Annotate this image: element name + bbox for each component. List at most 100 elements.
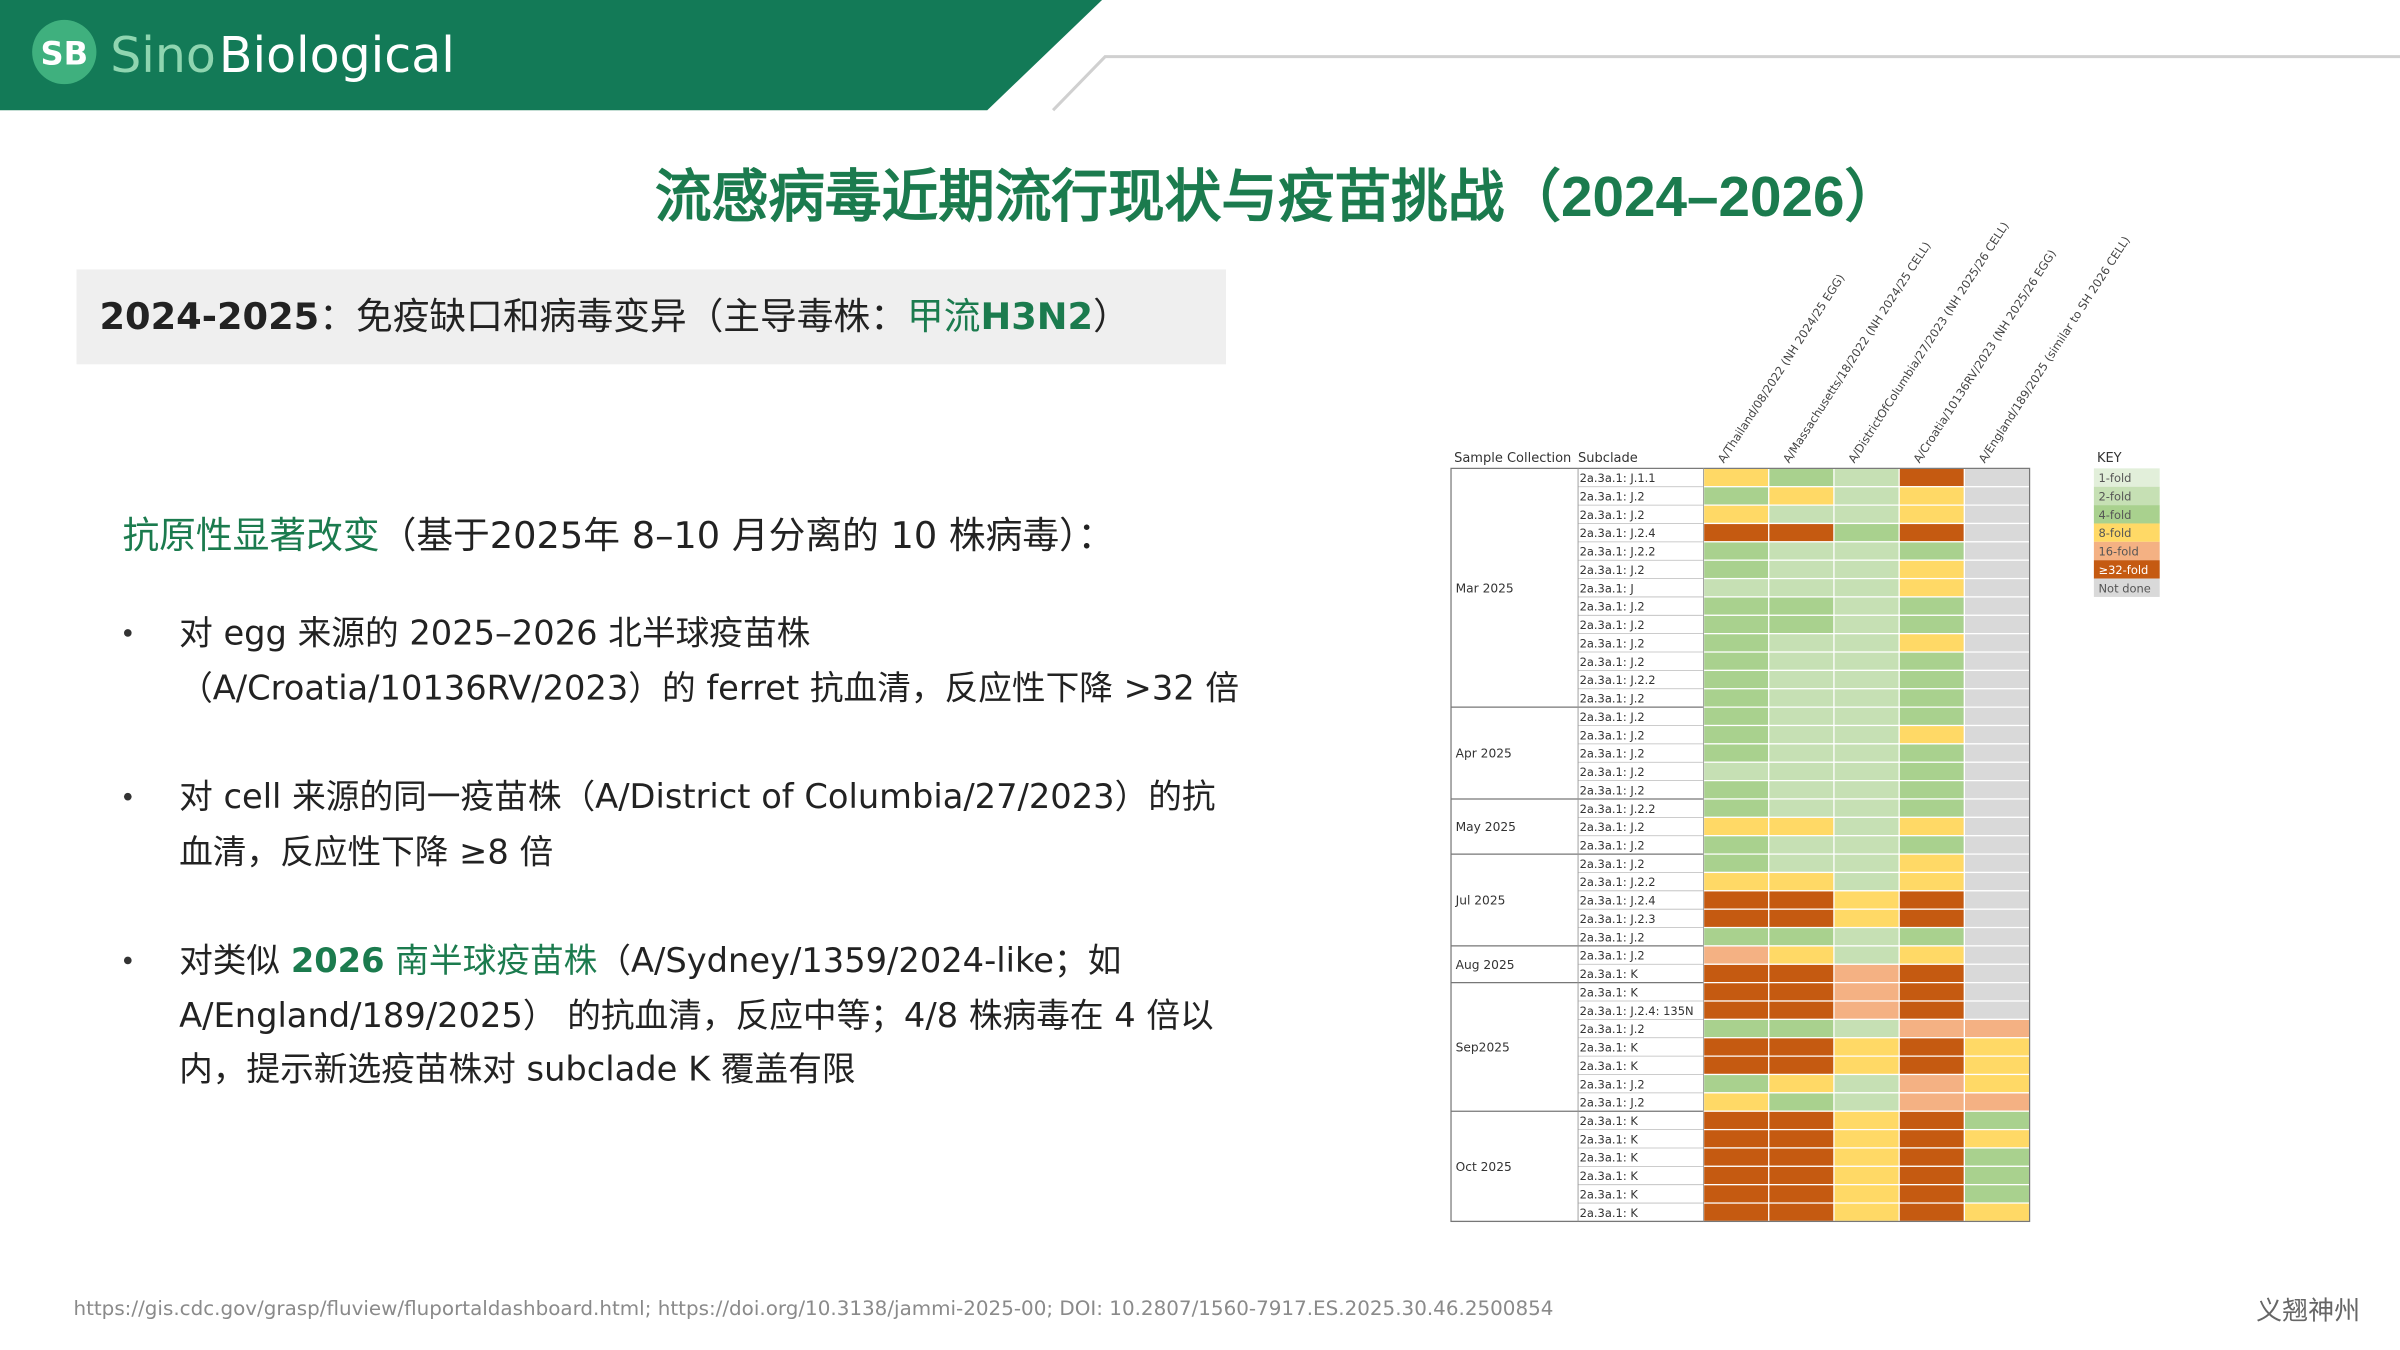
heat-cell	[1963, 743, 2031, 763]
collection-label: Aug 2025	[1456, 958, 1515, 972]
heat-cell	[1833, 1202, 1900, 1223]
text-segment: 对类似	[179, 942, 291, 982]
key-swatch	[2093, 578, 2160, 597]
subclade-label: 2a.3a.1: K	[1580, 1151, 1639, 1165]
heat-cell	[1963, 908, 2031, 929]
heat-cell	[1768, 871, 1835, 892]
heat-cell	[1898, 816, 1965, 837]
header-sample: Sample Collection	[1454, 451, 1571, 466]
heat-cell	[1768, 486, 1835, 506]
text-segment: 2026	[290, 942, 385, 982]
heat-cell	[1833, 853, 1900, 874]
heat-cell	[1702, 926, 1770, 947]
heat-cell	[1768, 688, 1835, 708]
subclade-label: 2a.3a.1: J.2	[1580, 636, 1645, 650]
heat-cell	[1833, 633, 1900, 653]
section-banner: 2024-2025：免疫缺口和病毒变异（主导毒株：甲流H3N2）	[76, 269, 1227, 365]
heat-cell	[1898, 651, 1965, 672]
heat-cell	[1702, 467, 1770, 488]
heat-cell	[1702, 761, 1770, 782]
subclade-label: 2a.3a.1: J.2	[1580, 857, 1645, 871]
heat-cell	[1898, 1055, 1965, 1076]
heat-cell	[1898, 926, 1965, 947]
heat-cell	[1898, 908, 1965, 929]
heat-cell	[1768, 1055, 1835, 1076]
subclade-label: 2a.3a.1: J.2.4: 135N	[1580, 1004, 1694, 1018]
heat-cell	[1768, 1000, 1835, 1020]
heat-cell	[1702, 688, 1770, 708]
heat-cell	[1702, 1055, 1770, 1076]
key-label: 1-fold	[2098, 471, 2131, 485]
heat-cell	[1702, 577, 1770, 598]
heat-cell	[1833, 779, 1900, 800]
text-segment: 对 egg 来源的 2025–2026 北半球疫苗株	[179, 615, 811, 654]
subclade-label: 2a.3a.1: J.2.4	[1580, 894, 1656, 908]
heat-cell	[1833, 541, 1900, 561]
column-label: A/England/189/2025 (similar to SH 2026 C…	[1976, 234, 2133, 466]
heat-cell	[1963, 651, 2031, 672]
footer-brand: 义翘神州	[2256, 1296, 2361, 1328]
heat-cell	[1702, 1000, 1770, 1020]
heat-cell	[1768, 1092, 1835, 1112]
column-label: A/Croatia/10136RV/2023 (NH 2025/26 EGG)	[1910, 247, 2059, 465]
heat-cell	[1768, 890, 1835, 910]
heat-cell	[1963, 706, 2031, 727]
heat-cell	[1963, 1055, 2031, 1076]
text-segment: ）	[1093, 295, 1130, 339]
heat-cell	[1768, 835, 1835, 855]
heat-cell	[1833, 596, 1900, 616]
heat-cell	[1898, 541, 1965, 561]
heat-cell	[1833, 1055, 1900, 1076]
key-swatch	[2093, 486, 2160, 506]
subclade-label: 2a.3a.1: K	[1580, 1059, 1639, 1073]
heat-cell	[1898, 871, 1965, 892]
heat-cell	[1702, 1184, 1770, 1204]
key-label: ≥32-fold	[2098, 563, 2148, 577]
collection-label: Apr 2025	[1456, 747, 1512, 761]
heat-cell	[1768, 743, 1835, 763]
subclade-label: 2a.3a.1: J.2	[1580, 838, 1645, 852]
subclade-label: 2a.3a.1: J.2.4	[1580, 526, 1656, 540]
heat-cell	[1963, 1202, 2031, 1223]
heat-cell	[1833, 1018, 1900, 1039]
heat-cell	[1898, 1073, 1965, 1094]
heat-cell	[1898, 1018, 1965, 1039]
heat-cell	[1898, 559, 1965, 580]
heat-cell	[1768, 926, 1835, 947]
subclade-label: 2a.3a.1: J.2.2	[1580, 875, 1656, 889]
key-label: 8-fold	[2098, 526, 2131, 540]
heat-cell	[1898, 1184, 1965, 1204]
heat-cell	[1963, 926, 2031, 947]
heat-cell	[1702, 1128, 1770, 1149]
text-segment: 甲流	[906, 295, 981, 339]
heat-cell	[1898, 596, 1965, 616]
subclade-label: 2a.3a.1: J	[1580, 581, 1634, 595]
heat-cell	[1833, 486, 1900, 506]
heat-cell	[1833, 798, 1900, 818]
heat-cell	[1768, 1184, 1835, 1204]
heat-cell	[1963, 614, 2031, 635]
heat-cell	[1963, 633, 2031, 653]
heat-cell	[1898, 688, 1965, 708]
collection-label: Mar 2025	[1456, 581, 1514, 595]
heat-cell	[1898, 945, 1965, 965]
heat-cell	[1898, 853, 1965, 874]
heat-cell	[1898, 890, 1965, 910]
heat-cell	[1768, 779, 1835, 800]
heat-cell	[1768, 577, 1835, 598]
heat-cell	[1768, 596, 1835, 616]
subclade-label: 2a.3a.1: J.2	[1580, 930, 1645, 944]
heat-cell	[1963, 982, 2031, 1002]
heat-cell	[1963, 724, 2031, 745]
heat-cell	[1768, 1018, 1835, 1039]
heat-cell	[1833, 651, 1900, 672]
heat-cell	[1768, 963, 1835, 984]
header-band: SB Sino Biological	[0, 0, 2400, 112]
heat-cell	[1898, 761, 1965, 782]
heat-cell	[1963, 761, 2031, 782]
heat-cell	[1963, 577, 2031, 598]
heat-cell	[1702, 633, 1770, 653]
heat-cell	[1898, 1202, 1965, 1223]
heat-cell	[1833, 945, 1900, 965]
heat-cell	[1833, 1165, 1900, 1186]
